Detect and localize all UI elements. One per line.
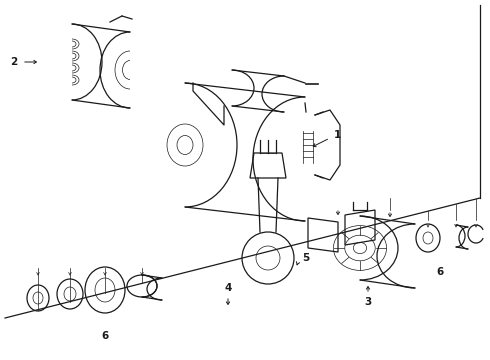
Text: 3: 3: [365, 297, 371, 307]
Text: 6: 6: [101, 331, 109, 341]
Text: 2: 2: [10, 57, 18, 67]
Text: 6: 6: [437, 267, 443, 277]
Text: 5: 5: [302, 253, 310, 263]
Text: 4: 4: [224, 283, 232, 293]
Text: 1: 1: [333, 130, 341, 140]
